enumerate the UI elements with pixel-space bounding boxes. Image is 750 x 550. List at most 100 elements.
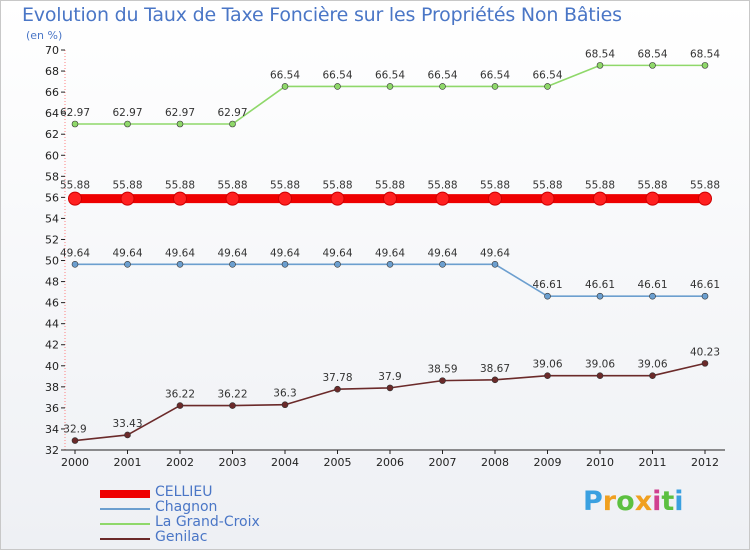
y-tick-label: 62: [45, 128, 59, 141]
data-point: [596, 292, 604, 300]
data-label: 32.9: [63, 424, 86, 436]
data-point: [544, 83, 551, 90]
data-label: 40.23: [690, 346, 720, 358]
data-point: [386, 83, 394, 90]
data-point: [281, 83, 289, 90]
data-point: [176, 120, 184, 128]
data-point: [439, 83, 446, 90]
data-point: [491, 261, 499, 268]
data-point: [71, 437, 79, 444]
data-point: [124, 431, 131, 439]
data-point: [334, 261, 341, 268]
data-point: [124, 120, 131, 128]
y-tick-label: 42: [45, 339, 59, 352]
y-tick-label: 64: [45, 107, 59, 120]
data-point: [330, 191, 345, 206]
data-label: 62.97: [165, 107, 195, 119]
x-tick-label: 2006: [376, 456, 404, 469]
data-label: 49.64: [217, 247, 247, 259]
y-tick-label: 38: [45, 381, 59, 394]
data-label: 55.88: [112, 180, 142, 192]
data-label: 66.54: [375, 69, 405, 81]
y-tick-label: 48: [45, 276, 59, 289]
data-point: [334, 385, 341, 393]
data-label: 46.61: [690, 279, 720, 291]
data-label: 37.78: [322, 372, 352, 384]
data-point: [386, 384, 394, 392]
data-label: 36.22: [165, 389, 195, 401]
data-point: [71, 120, 79, 128]
legend-label: CELLIEU: [155, 484, 213, 500]
data-label: 46.61: [585, 279, 615, 291]
x-tick-label: 2008: [481, 456, 509, 469]
legend-swatch: [100, 508, 150, 510]
data-label: 55.88: [532, 180, 562, 192]
data-point: [173, 191, 187, 206]
x-tick-label: 2010: [586, 456, 614, 469]
data-label: 49.64: [112, 247, 142, 259]
data-label: 55.88: [322, 180, 352, 192]
x-tick-label: 2002: [166, 456, 194, 469]
data-label: 37.9: [378, 371, 401, 383]
x-tick-label: 2001: [114, 456, 142, 469]
y-tick-label: 56: [45, 191, 59, 204]
chart-title: Evolution du Taux de Taxe Foncière sur l…: [22, 4, 622, 26]
data-label: 36.22: [217, 389, 247, 401]
data-point: [698, 191, 712, 206]
legend-label: La Grand-Croix: [155, 514, 260, 530]
x-tick-label: 2003: [219, 456, 247, 469]
data-point: [701, 292, 709, 300]
x-tick-label: 2000: [61, 456, 89, 469]
data-point: [596, 62, 604, 69]
data-label: 66.54: [427, 69, 457, 81]
data-point: [701, 360, 709, 367]
x-tick-label: 2011: [639, 456, 667, 469]
data-point: [229, 261, 236, 268]
y-tick-label: 32: [45, 444, 59, 457]
data-point: [281, 401, 289, 409]
data-label: 66.54: [322, 69, 352, 81]
y-tick-label: 44: [45, 318, 59, 331]
data-label: 38.59: [427, 364, 457, 376]
data-label: 62.97: [112, 107, 142, 119]
data-label: 33.43: [112, 418, 142, 430]
y-unit-label: (en %): [26, 29, 63, 42]
data-point: [334, 83, 341, 90]
series-chagnon: 49.64 49.64 49.64 49.64 49.64 49.64 49.64 49.64…: [60, 247, 720, 300]
y-tick-label: 60: [45, 149, 59, 162]
data-label: 55.88: [270, 180, 300, 192]
data-label: 55.88: [690, 180, 720, 192]
data-label: 55.88: [165, 180, 195, 192]
y-tick-label: 58: [45, 170, 59, 183]
series-cellieu: 55.88 55.88 55.88 55.88 55.88 55.88 55.88 55.88…: [60, 180, 720, 206]
data-point: [439, 261, 446, 268]
y-tick-label: 52: [45, 233, 59, 246]
axes: 32 34 36 38 40 42 44 46 48 50 52 54 56 58 60 62 64 66 68 70…: [45, 44, 725, 469]
data-label: 66.54: [480, 69, 510, 81]
y-tick-label: 36: [45, 402, 59, 415]
data-point: [649, 292, 656, 300]
data-label: 49.64: [60, 247, 90, 259]
data-point: [701, 62, 709, 69]
data-label: 39.06: [637, 359, 667, 371]
data-point: [593, 191, 607, 206]
data-label: 36.3: [273, 388, 296, 400]
y-tick-label: 70: [45, 44, 59, 57]
data-label: 55.88: [480, 180, 510, 192]
data-point: [386, 261, 394, 268]
data-label: 55.88: [585, 180, 615, 192]
data-point: [544, 372, 551, 379]
x-tick-label: 2005: [324, 456, 352, 469]
data-label: 62.97: [217, 107, 247, 119]
legend-swatch: [100, 523, 150, 525]
series-la-grand-croix: 62.97 62.97 62.97 62.97 66.54 66.54 66.54 66.54…: [60, 48, 720, 128]
x-tick-label: 2012: [691, 456, 719, 469]
data-point: [439, 377, 446, 384]
data-label: 49.64: [427, 247, 457, 259]
data-point: [649, 62, 656, 69]
data-point: [176, 402, 184, 409]
data-point: [120, 191, 135, 206]
data-point: [488, 191, 502, 206]
legend-label: Genilac: [155, 529, 208, 545]
